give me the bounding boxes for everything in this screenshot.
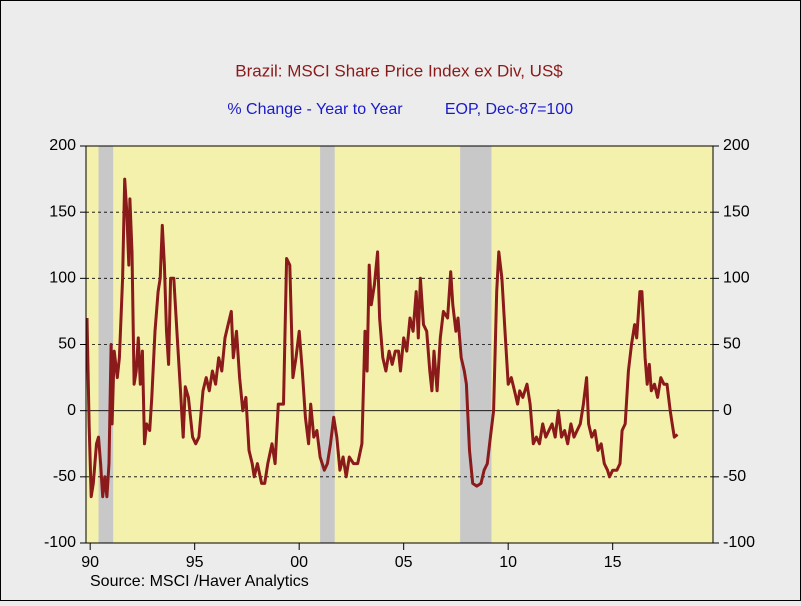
x-tick-label: 10 bbox=[499, 554, 517, 571]
x-tick-label: 95 bbox=[186, 554, 204, 571]
y2-tick-label: 200 bbox=[723, 137, 750, 154]
data-line bbox=[85, 177, 679, 499]
y-tick-label: 150 bbox=[49, 203, 76, 220]
y2-tick-label: -100 bbox=[723, 534, 755, 551]
y-tick-label: 0 bbox=[67, 402, 76, 419]
x-tick-label: 00 bbox=[290, 554, 308, 571]
y-tick-label: 50 bbox=[58, 336, 76, 353]
source-note: Source: MSCI /Haver Analytics bbox=[90, 573, 309, 590]
chart-subtitle-right: EOP, Dec-87=100 bbox=[445, 101, 573, 118]
x-tick-label: 90 bbox=[81, 554, 99, 571]
y2-tick-label: -50 bbox=[723, 468, 746, 485]
chart-title: Brazil: MSCI Share Price Index ex Div, U… bbox=[235, 61, 563, 80]
y-tick-label: 200 bbox=[49, 137, 76, 154]
y-tick-label: -100 bbox=[44, 534, 76, 551]
chart-subtitle: % Change - Year to Year bbox=[227, 101, 403, 118]
y2-tick-label: 150 bbox=[723, 203, 750, 220]
x-tick-label: 15 bbox=[604, 554, 622, 571]
y-tick-label: -50 bbox=[53, 468, 76, 485]
x-tick-label: 05 bbox=[395, 554, 413, 571]
y-tick-label: 100 bbox=[49, 270, 76, 287]
y2-tick-label: 0 bbox=[723, 402, 732, 419]
y2-tick-label: 50 bbox=[723, 336, 741, 353]
plot-border bbox=[85, 145, 714, 544]
y2-tick-label: 100 bbox=[723, 270, 750, 287]
